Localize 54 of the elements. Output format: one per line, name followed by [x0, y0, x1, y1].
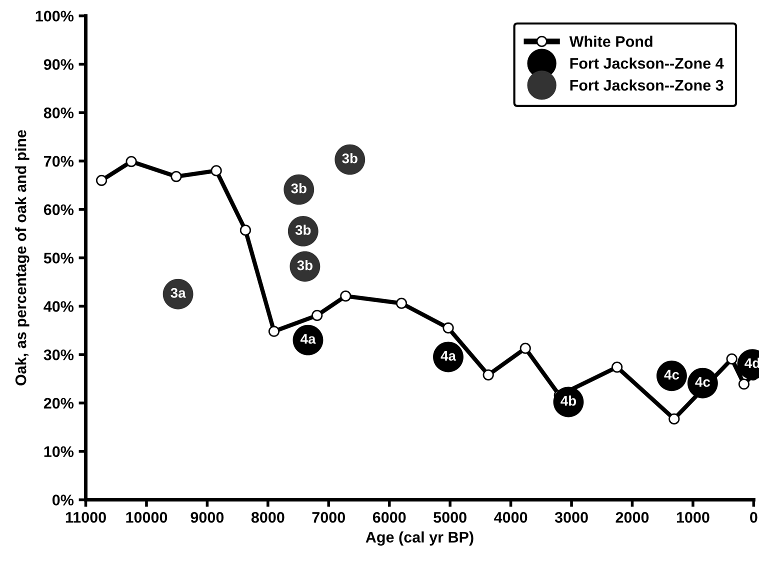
- point: [340, 290, 352, 302]
- y-tick-label: 100%: [36, 10, 74, 22]
- annotation: 4a: [440, 351, 456, 361]
- legend-label: Fort Jackson--Zone 4: [570, 58, 724, 69]
- annotation: 3b: [342, 153, 358, 164]
- point: [126, 156, 137, 168]
- y-tick-label: 0%: [52, 494, 74, 506]
- point: [726, 353, 738, 365]
- point: [738, 378, 750, 390]
- x-tick-label: 3000: [554, 512, 588, 523]
- annotation: 4c: [695, 377, 710, 387]
- x-tick-label: 4000: [494, 512, 528, 523]
- x-tick-label: 2000: [616, 512, 649, 523]
- annotation: 3b: [297, 260, 312, 270]
- point: [482, 369, 494, 380]
- annotation: 3a: [170, 288, 186, 298]
- x-axis-title: Age (cal yr BP): [366, 531, 474, 546]
- x-tick-label: 1000: [676, 512, 710, 523]
- point: [210, 165, 222, 176]
- y-tick-label: 10%: [44, 446, 74, 458]
- annotation: 4b: [560, 396, 576, 406]
- point: [268, 326, 280, 337]
- x-tick-label: 9000: [190, 512, 224, 523]
- annotation: 3b: [295, 224, 311, 235]
- y-tick-label: 20%: [44, 398, 74, 409]
- x-tick-label: 11000: [66, 512, 106, 523]
- point: [612, 362, 623, 373]
- x-tick-label: 7000: [312, 512, 346, 523]
- annotation: 4c: [664, 370, 680, 380]
- legend-label: White Pond: [569, 36, 652, 47]
- x-tick-label: 8000: [251, 512, 284, 523]
- annotation: 3b: [291, 183, 306, 194]
- point: [240, 224, 252, 236]
- x-tick-label: 6000: [372, 512, 406, 523]
- y-tick-label: 50%: [44, 252, 74, 264]
- y-tick-label: 40%: [44, 301, 74, 312]
- y-axis-title: Oak, as percentage of oak and pine: [15, 130, 30, 386]
- legend-label: Fort Jackson--Zone 3: [570, 79, 724, 91]
- y-tick-label: 60%: [44, 204, 74, 216]
- point: [442, 322, 454, 334]
- point: [312, 310, 323, 321]
- y-tick-label: 70%: [44, 156, 74, 167]
- x-tick-label: 0: [750, 512, 758, 523]
- point: [668, 413, 680, 425]
- y-tick-label: 90%: [44, 59, 74, 70]
- x-tick-label: 10000: [126, 512, 168, 523]
- point: [396, 298, 408, 309]
- point: [170, 170, 182, 182]
- point: [96, 174, 108, 186]
- y-tick-label: 30%: [44, 349, 74, 360]
- annotation: 4a: [300, 334, 316, 344]
- y-tick-label: 80%: [44, 108, 74, 118]
- x-tick-label: 5000: [434, 512, 466, 523]
- point: [520, 342, 531, 354]
